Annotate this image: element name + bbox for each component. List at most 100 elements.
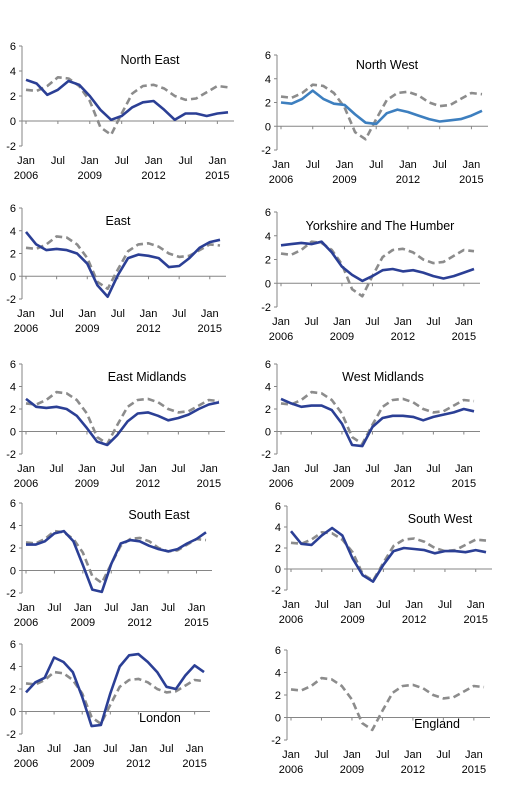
x-tick-label: Jan bbox=[78, 308, 96, 320]
x-tick-label: Jul bbox=[426, 316, 440, 328]
x-tick-year-label: 2012 bbox=[402, 614, 426, 626]
x-tick-label: Jul bbox=[314, 749, 328, 761]
series-line-region bbox=[26, 529, 207, 594]
x-tick-year-label: 2009 bbox=[75, 478, 99, 490]
y-tick-label: -2 bbox=[6, 588, 16, 600]
x-tick-year-label: 2006 bbox=[269, 478, 293, 490]
x-tick-year-label: 2012 bbox=[396, 174, 420, 186]
x-tick-year-label: 2009 bbox=[75, 323, 99, 335]
x-tick-label: Jul bbox=[115, 155, 129, 167]
x-tick-year-label: 2012 bbox=[136, 478, 160, 490]
x-tick-year-label: 2015 bbox=[197, 478, 221, 490]
x-tick-year-label: 2006 bbox=[279, 764, 303, 776]
chart-title: London bbox=[139, 711, 181, 725]
x-tick-label: Jan bbox=[344, 599, 362, 611]
x-tick-label: Jul bbox=[47, 743, 61, 755]
y-tick-label: 4 bbox=[10, 382, 16, 394]
chart-panel-south-west: South West -2 0 2 4 6 Jan Jul Jan Jul Jan Jul Jan 200… bbox=[271, 501, 492, 626]
chart-title: North East bbox=[120, 53, 180, 67]
series-line-england bbox=[280, 83, 483, 141]
x-tick-year-label: 2006 bbox=[279, 614, 303, 626]
x-tick-label: Jan bbox=[333, 463, 351, 475]
x-tick-year-label: 2015 bbox=[463, 614, 487, 626]
chart-title: England bbox=[414, 717, 460, 731]
x-tick-year-label: 2012 bbox=[136, 323, 160, 335]
x-tick-label: Jan bbox=[139, 463, 157, 475]
x-tick-label: Jul bbox=[159, 743, 173, 755]
chart-panel-east: East -2 0 2 4 6 Jan Jul Jan Jul Jan Jul Jan 2006 2009 2… bbox=[6, 203, 226, 335]
y-tick-label: -2 bbox=[261, 145, 271, 157]
x-tick-year-label: 2009 bbox=[330, 478, 354, 490]
x-tick-year-label: 2009 bbox=[71, 617, 95, 629]
x-tick-label: Jan bbox=[404, 749, 422, 761]
y-tick-label: 2 bbox=[10, 684, 16, 696]
y-tick-label: 2 bbox=[275, 690, 281, 702]
x-tick-year-label: 2015 bbox=[452, 331, 476, 343]
x-tick-label: Jul bbox=[365, 316, 379, 328]
x-tick-label: Jan bbox=[463, 159, 481, 171]
x-tick-label: Jan bbox=[467, 599, 485, 611]
chart-title: East Midlands bbox=[108, 370, 187, 384]
x-tick-label: Jan bbox=[140, 308, 158, 320]
y-tick-label: 6 bbox=[265, 359, 271, 371]
y-tick-label: 0 bbox=[10, 116, 16, 128]
x-tick-label: Jan bbox=[17, 463, 35, 475]
x-tick-label: Jan bbox=[81, 155, 99, 167]
x-tick-label: Jul bbox=[161, 602, 175, 614]
series-line-region bbox=[25, 78, 229, 122]
y-tick-label: 0 bbox=[10, 566, 16, 578]
x-tick-label: Jul bbox=[304, 316, 318, 328]
y-tick-label: 2 bbox=[265, 255, 271, 267]
y-tick-label: 0 bbox=[265, 121, 271, 133]
y-tick-label: -2 bbox=[271, 735, 281, 747]
x-tick-label: Jul bbox=[178, 155, 192, 167]
x-tick-label: Jul bbox=[436, 749, 450, 761]
y-tick-label: 4 bbox=[10, 66, 16, 78]
x-tick-label: Jul bbox=[50, 308, 64, 320]
chart-title: East bbox=[105, 214, 131, 228]
y-tick-label: 2 bbox=[10, 91, 16, 103]
x-tick-year-label: 2006 bbox=[269, 174, 293, 186]
y-tick-label: 0 bbox=[275, 564, 281, 576]
y-tick-label: -2 bbox=[271, 585, 281, 597]
x-tick-year-label: 2009 bbox=[332, 174, 356, 186]
x-tick-label: Jul bbox=[111, 308, 125, 320]
chart-panel-yorkshire-and-the-humber: Yorkshire and The Humber -2 0 2 4 6 Jan Jul Jan J… bbox=[261, 207, 480, 343]
x-tick-year-label: 2012 bbox=[126, 758, 150, 770]
x-tick-year-label: 2015 bbox=[462, 764, 486, 776]
x-tick-label: Jan bbox=[272, 159, 290, 171]
x-tick-label: Jan bbox=[455, 463, 473, 475]
x-tick-label: Jan bbox=[73, 743, 91, 755]
y-tick-label: 4 bbox=[10, 226, 16, 238]
x-tick-label: Jan bbox=[131, 602, 149, 614]
x-tick-label: Jul bbox=[49, 463, 63, 475]
y-tick-label: 2 bbox=[10, 404, 16, 416]
x-tick-year-label: 2012 bbox=[141, 170, 165, 182]
series-line-region bbox=[25, 397, 220, 447]
y-tick-label: -2 bbox=[6, 141, 16, 153]
x-tick-label: Jan bbox=[282, 749, 300, 761]
chart-title: Yorkshire and The Humber bbox=[306, 219, 455, 233]
series-line-england bbox=[25, 390, 220, 446]
x-tick-label: Jan bbox=[201, 308, 219, 320]
chart-panel-north-west: North West -2 0 2 4 6 Jan Jul Jan Jul Jan Jul Jan 200… bbox=[261, 50, 488, 186]
y-tick-label: -2 bbox=[6, 729, 16, 741]
x-tick-label: Jul bbox=[171, 463, 185, 475]
y-tick-label: 6 bbox=[265, 50, 271, 62]
series-line-region bbox=[280, 240, 475, 283]
x-tick-label: Jan bbox=[272, 316, 290, 328]
series-line-england bbox=[25, 529, 207, 585]
y-tick-label: 6 bbox=[10, 359, 16, 371]
x-tick-label: Jan bbox=[405, 599, 423, 611]
x-tick-year-label: 2012 bbox=[401, 764, 425, 776]
y-tick-label: 2 bbox=[10, 249, 16, 261]
series-line-region bbox=[280, 397, 475, 448]
x-tick-label: Jul bbox=[304, 463, 318, 475]
x-tick-label: Jan bbox=[145, 155, 163, 167]
x-tick-label: Jul bbox=[103, 743, 117, 755]
y-tick-label: 0 bbox=[275, 713, 281, 725]
y-tick-label: 4 bbox=[265, 231, 271, 243]
chart-panel-west-midlands: West Midlands -2 0 2 4 6 Jan Jul Jan Jul Jan Jul Jan… bbox=[261, 359, 480, 490]
x-tick-year-label: 2006 bbox=[14, 758, 38, 770]
